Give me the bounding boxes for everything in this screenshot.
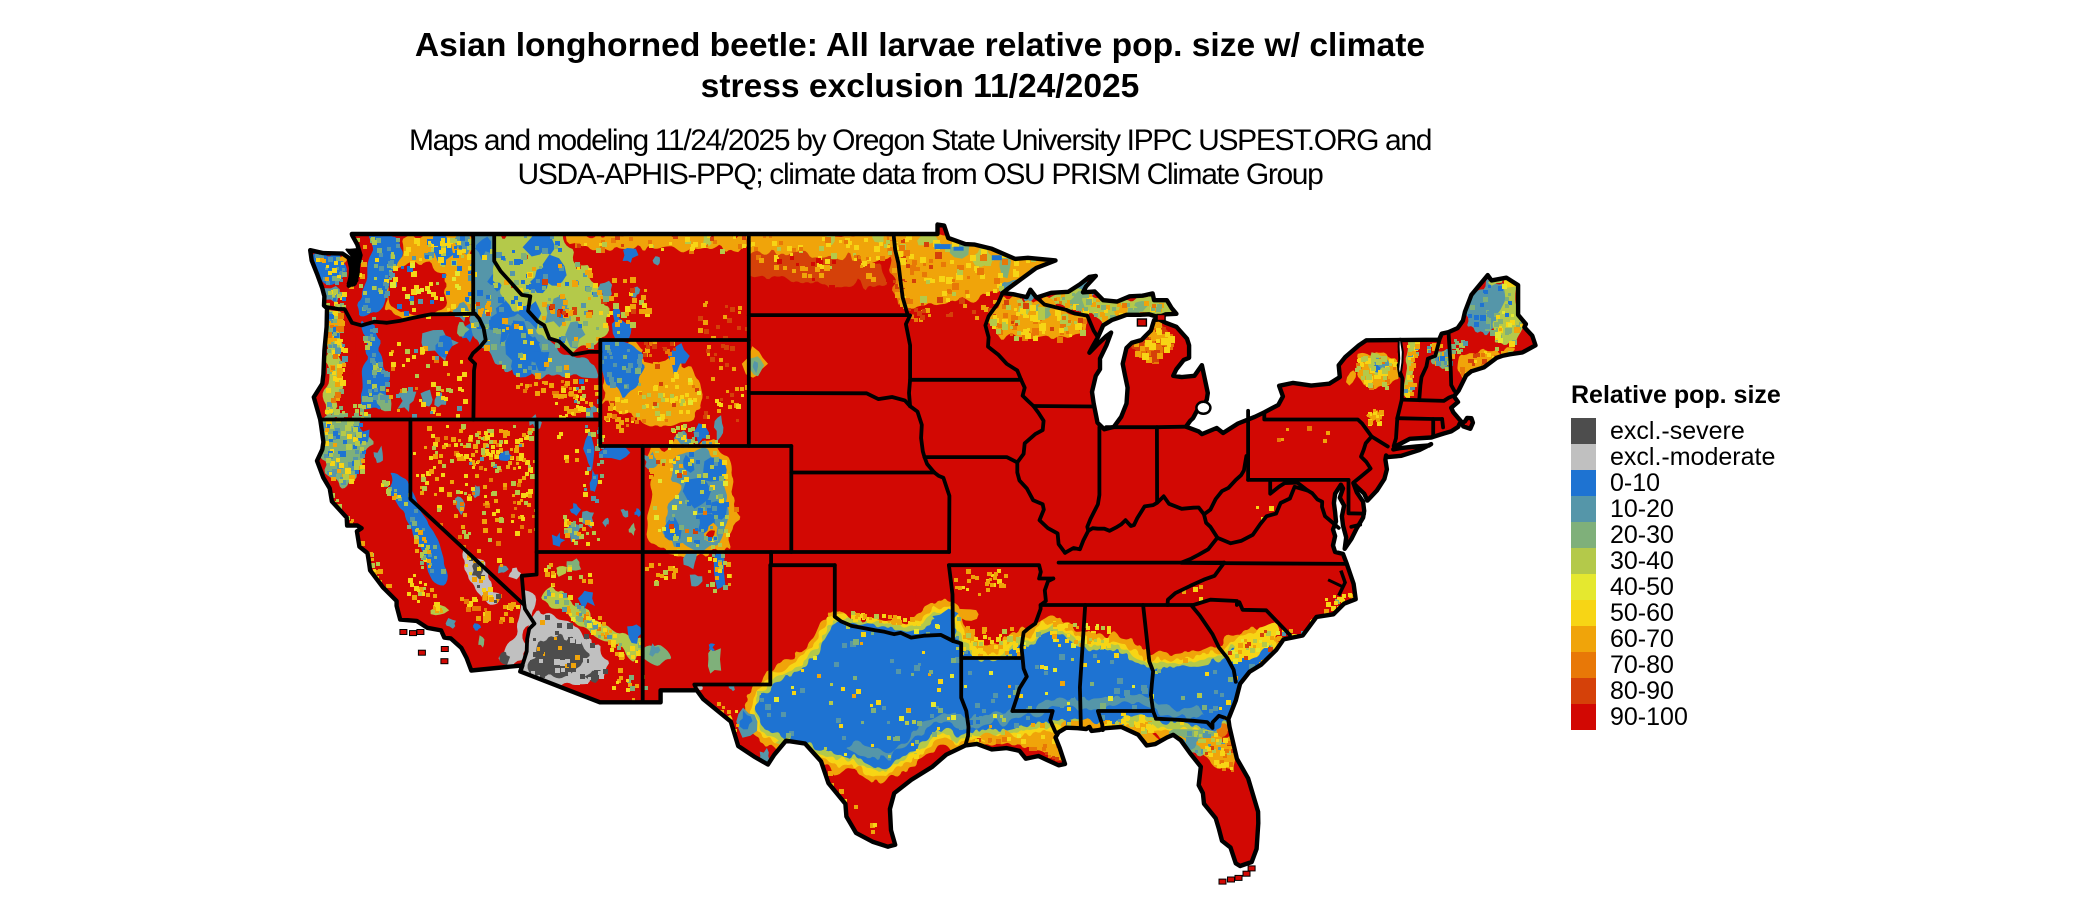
svg-text:Asian longhorned beetle: All l: Asian longhorned beetle: All larvae rela… bbox=[415, 27, 1425, 64]
svg-text:60-70: 60-70 bbox=[1610, 625, 1674, 653]
svg-text:Maps and modeling 11/24/2025 b: Maps and modeling 11/24/2025 by Oregon S… bbox=[409, 124, 1431, 157]
svg-text:stress exclusion 11/24/2025: stress exclusion 11/24/2025 bbox=[701, 68, 1140, 105]
svg-text:90-100: 90-100 bbox=[1610, 703, 1688, 731]
svg-text:40-50: 40-50 bbox=[1610, 573, 1674, 601]
svg-text:0-10: 0-10 bbox=[1610, 469, 1660, 497]
svg-text:20-30: 20-30 bbox=[1610, 521, 1674, 549]
svg-text:excl.-severe: excl.-severe bbox=[1610, 417, 1745, 445]
svg-text:70-80: 70-80 bbox=[1610, 651, 1674, 679]
svg-text:USDA-APHIS-PPQ; climate data f: USDA-APHIS-PPQ; climate data from OSU PR… bbox=[518, 158, 1324, 191]
svg-text:excl.-moderate: excl.-moderate bbox=[1610, 443, 1775, 471]
svg-text:80-90: 80-90 bbox=[1610, 677, 1674, 705]
svg-text:10-20: 10-20 bbox=[1610, 495, 1674, 523]
svg-text:50-60: 50-60 bbox=[1610, 599, 1674, 627]
svg-text:Relative pop. size: Relative pop. size bbox=[1571, 381, 1781, 409]
svg-text:30-40: 30-40 bbox=[1610, 547, 1674, 575]
